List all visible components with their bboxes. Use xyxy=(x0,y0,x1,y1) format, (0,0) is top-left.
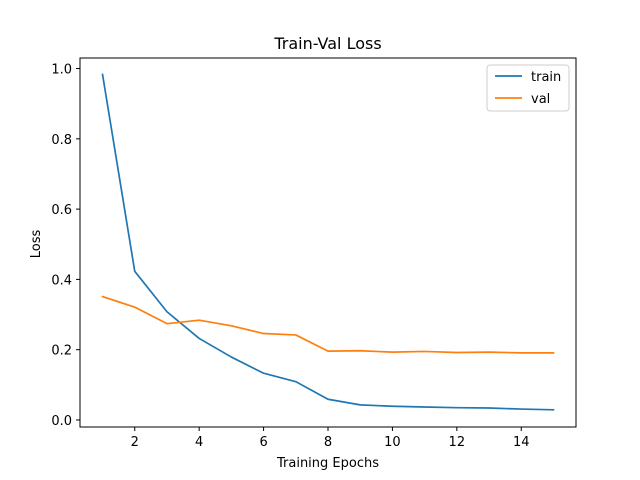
x-tick-label: 2 xyxy=(131,435,139,450)
legend-label-train: train xyxy=(531,70,561,85)
plot-area: 2 4 6 8 10 12 14 0.0 0.2 0.4 0.6 0.8 1.0 xyxy=(51,57,577,450)
x-tick-label: 12 xyxy=(449,435,466,450)
x-tick-label: 8 xyxy=(324,435,332,450)
y-axis-label: Loss xyxy=(29,230,44,259)
y-tick-label: 1.0 xyxy=(51,63,72,78)
legend: train val xyxy=(486,64,570,112)
x-tick-label: 6 xyxy=(259,435,267,450)
x-tick-label: 4 xyxy=(195,435,203,450)
y-tick-label: 0.2 xyxy=(51,344,72,359)
axes-frame xyxy=(79,57,577,428)
y-tick-label: 0.4 xyxy=(51,273,72,288)
series-line-train xyxy=(101,73,555,411)
y-tick-label: 0.8 xyxy=(51,133,72,148)
chart-title: Train-Val Loss xyxy=(273,34,381,53)
x-tick-label: 14 xyxy=(513,435,530,450)
x-tick-label: 10 xyxy=(384,435,401,450)
y-tick-label: 0.6 xyxy=(51,203,72,218)
y-tick-label: 0.0 xyxy=(51,414,72,429)
x-axis-label: Training Epochs xyxy=(276,456,379,471)
legend-label-val: val xyxy=(531,92,550,107)
series-line-val xyxy=(101,295,555,354)
